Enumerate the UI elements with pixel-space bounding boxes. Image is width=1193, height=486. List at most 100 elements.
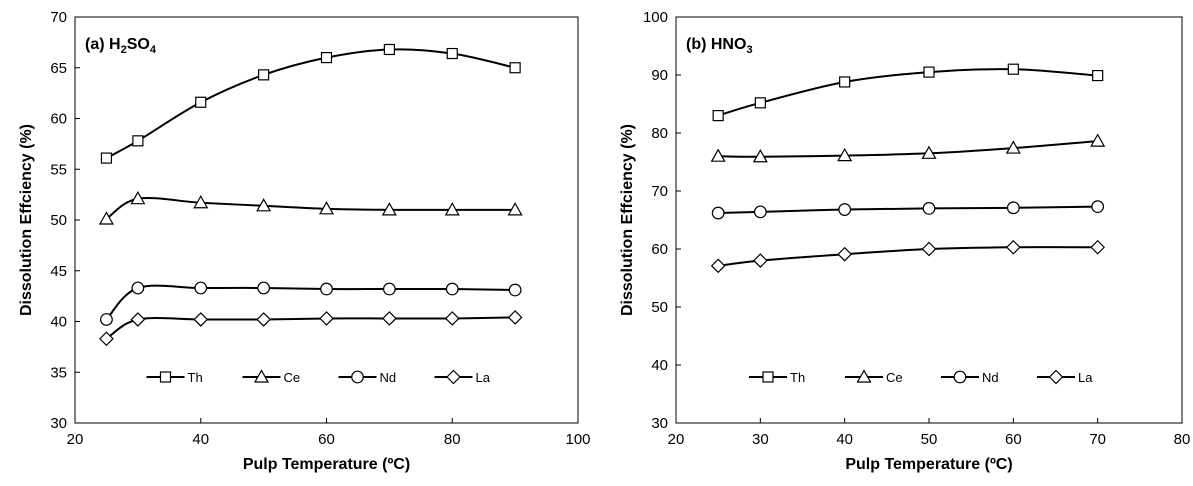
plot-area bbox=[74, 16, 579, 424]
legend-label-nd: Nd bbox=[380, 370, 397, 385]
point-nd-3 bbox=[257, 281, 271, 295]
point-la-2 bbox=[837, 246, 853, 262]
point-nd-4 bbox=[320, 282, 333, 296]
series-nd bbox=[100, 281, 522, 326]
point-la-4 bbox=[319, 311, 334, 326]
point-la-3 bbox=[921, 241, 937, 257]
point-ce-6 bbox=[444, 202, 460, 216]
point-th-7 bbox=[509, 62, 521, 74]
series-line-ce bbox=[105, 197, 516, 220]
point-la-2 bbox=[193, 312, 209, 327]
y-tick-label: 30 bbox=[651, 415, 668, 432]
point-la-5 bbox=[1090, 239, 1106, 255]
series-line-nd bbox=[718, 205, 1098, 215]
point-nd-2 bbox=[194, 281, 208, 295]
point-nd-1 bbox=[131, 281, 145, 295]
legend-label-ce: Ce bbox=[284, 370, 301, 385]
point-th-1 bbox=[132, 135, 144, 147]
x-tick-label: 80 bbox=[1174, 431, 1191, 448]
series-ce bbox=[710, 133, 1106, 163]
point-th-3 bbox=[923, 66, 935, 78]
series-line-th bbox=[717, 68, 1098, 117]
point-la-4 bbox=[1005, 239, 1021, 255]
point-nd-5 bbox=[382, 282, 396, 296]
point-th-legend bbox=[159, 371, 172, 383]
y-tick-label: 50 bbox=[50, 212, 67, 229]
point-th-4 bbox=[320, 51, 333, 64]
point-ce-3 bbox=[921, 145, 937, 159]
y-tick-label: 70 bbox=[651, 183, 668, 200]
legend: Th Ce Nd La bbox=[749, 369, 1093, 385]
point-th-2 bbox=[195, 96, 207, 108]
x-axis-title: Pulp Temperature (ºC) bbox=[243, 456, 410, 473]
y-tick-label: 60 bbox=[50, 111, 67, 128]
legend-label-la: La bbox=[1078, 370, 1093, 385]
x-tick-label: 80 bbox=[444, 431, 461, 448]
point-ce-5 bbox=[381, 202, 397, 216]
point-th-5 bbox=[1092, 69, 1104, 82]
y-tick-label: 40 bbox=[651, 357, 668, 374]
x-tick-label: 60 bbox=[1005, 431, 1022, 448]
series-la bbox=[99, 310, 523, 347]
point-nd-0 bbox=[100, 313, 113, 326]
x-tick-label: 70 bbox=[1089, 431, 1106, 448]
point-nd-legend bbox=[351, 370, 364, 384]
point-la-3 bbox=[256, 312, 271, 327]
point-ce-3 bbox=[256, 198, 272, 212]
point-la-5 bbox=[382, 311, 397, 326]
point-la-0 bbox=[99, 331, 114, 347]
plot-area bbox=[675, 16, 1183, 424]
y-tick-label: 70 bbox=[50, 9, 67, 26]
y-tick-label: 40 bbox=[50, 314, 67, 331]
point-nd-5 bbox=[1091, 200, 1105, 214]
point-nd-2 bbox=[838, 203, 852, 216]
y-tick-label: 45 bbox=[50, 263, 67, 280]
x-tick-label: 60 bbox=[318, 431, 335, 448]
point-ce-2 bbox=[193, 195, 209, 209]
panel-title: (a) H2SO4 bbox=[85, 36, 157, 56]
point-nd-3 bbox=[922, 201, 936, 215]
point-th-1 bbox=[754, 97, 766, 109]
point-nd-7 bbox=[508, 283, 522, 297]
series-th bbox=[100, 43, 521, 164]
y-tick-label: 55 bbox=[50, 161, 67, 178]
point-nd-0 bbox=[711, 206, 725, 220]
point-ce-5 bbox=[1090, 133, 1106, 147]
series-nd bbox=[711, 200, 1105, 220]
y-tick-label: 90 bbox=[651, 67, 668, 84]
point-ce-4 bbox=[318, 201, 335, 215]
point-th-3 bbox=[258, 69, 270, 81]
point-ce-legend bbox=[856, 369, 872, 383]
x-tick-label: 40 bbox=[836, 431, 853, 448]
y-tick-label: 100 bbox=[643, 9, 668, 26]
point-ce-2 bbox=[837, 147, 853, 162]
point-ce-1 bbox=[130, 190, 146, 205]
legend-label-ce: Ce bbox=[886, 370, 903, 385]
point-nd-1 bbox=[753, 205, 767, 219]
x-tick-label: 20 bbox=[668, 431, 685, 448]
y-tick-label: 80 bbox=[651, 125, 668, 142]
y-axis-title: Dissolution Effciency (%) bbox=[18, 124, 35, 316]
point-th-legend bbox=[762, 371, 774, 383]
series-line-la bbox=[718, 246, 1098, 267]
point-ce-legend bbox=[253, 369, 270, 383]
point-la-7 bbox=[507, 310, 523, 325]
series-ce bbox=[98, 190, 523, 225]
legend-label-nd: Nd bbox=[982, 370, 999, 385]
point-nd-4 bbox=[1006, 201, 1020, 215]
legend-label-th: Th bbox=[790, 370, 805, 385]
point-nd-legend bbox=[953, 370, 967, 384]
series-th bbox=[712, 63, 1104, 122]
panel-title: (b) HNO3 bbox=[686, 36, 753, 56]
x-tick-label: 40 bbox=[192, 431, 209, 448]
legend: Th Ce Nd La bbox=[146, 369, 491, 385]
point-la-0 bbox=[710, 258, 726, 274]
series-line-th bbox=[105, 48, 516, 159]
chart-h2so4: 30 35 40 45 50 55 60 65 70 20 40 60 80 100 Pulp Temper… bbox=[18, 9, 591, 473]
y-tick-label: 50 bbox=[651, 299, 668, 316]
point-ce-0 bbox=[98, 211, 114, 225]
y-axis-title: Dissolution Effciency (%) bbox=[619, 124, 636, 316]
point-la-legend bbox=[446, 369, 461, 385]
x-tick-label: 30 bbox=[752, 431, 769, 448]
